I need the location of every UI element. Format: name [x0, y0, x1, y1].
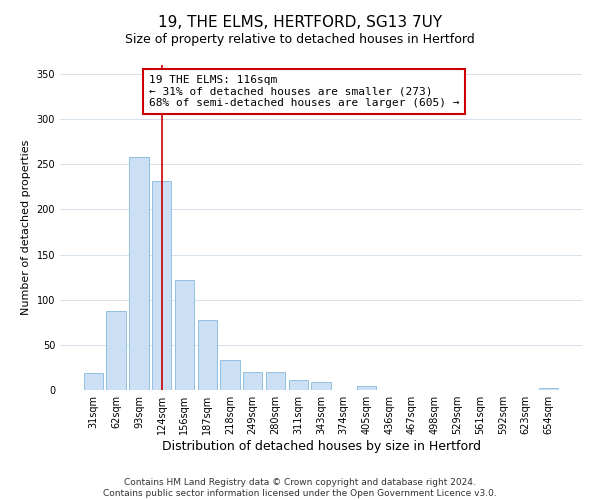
Bar — [175, 280, 194, 390]
Bar — [539, 388, 558, 390]
Text: Contains HM Land Registry data © Crown copyright and database right 2024.
Contai: Contains HM Land Registry data © Crown c… — [103, 478, 497, 498]
Text: 19, THE ELMS, HERTFORD, SG13 7UY: 19, THE ELMS, HERTFORD, SG13 7UY — [158, 15, 442, 30]
Bar — [197, 320, 217, 390]
Bar — [152, 182, 172, 390]
Bar — [84, 373, 103, 390]
Bar — [220, 360, 239, 390]
Y-axis label: Number of detached properties: Number of detached properties — [21, 140, 31, 315]
Bar — [357, 386, 376, 390]
Bar — [106, 312, 126, 390]
Bar — [311, 382, 331, 390]
Text: 19 THE ELMS: 116sqm
← 31% of detached houses are smaller (273)
68% of semi-detac: 19 THE ELMS: 116sqm ← 31% of detached ho… — [149, 74, 459, 108]
Bar — [266, 372, 285, 390]
Bar — [243, 372, 262, 390]
Bar — [289, 380, 308, 390]
Text: Size of property relative to detached houses in Hertford: Size of property relative to detached ho… — [125, 32, 475, 46]
Bar — [129, 157, 149, 390]
X-axis label: Distribution of detached houses by size in Hertford: Distribution of detached houses by size … — [161, 440, 481, 453]
